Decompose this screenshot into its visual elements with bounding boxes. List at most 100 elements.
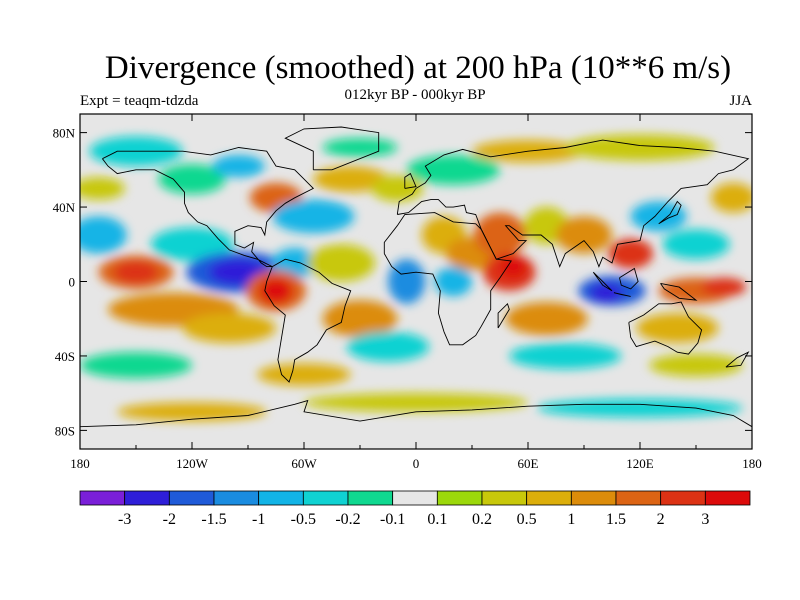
coastline (264, 258, 352, 383)
colorbar-label: -3 (118, 511, 131, 528)
colorbar-label: 0.2 (472, 511, 492, 528)
field-patch (649, 354, 743, 377)
colorbar: -3 -2 -1.5 -1 -0.5 -0.2 -0.1 0.1 0.2 0.5 1 1.5 2 3 (79, 490, 751, 528)
field-patch (307, 244, 375, 282)
colorbar-label: -1 (252, 511, 265, 528)
coastline (628, 301, 703, 355)
field-patch (150, 227, 234, 262)
chart-title: Divergence (smoothed) at 200 hPa (10**6 … (104, 50, 732, 86)
field-patch (313, 166, 388, 193)
colorbar-swatch (302, 490, 349, 506)
field-patch (346, 331, 430, 362)
y-tick-label: 40N (53, 200, 76, 215)
field-patch (117, 402, 267, 422)
map-area (80, 114, 752, 449)
field-patch (113, 261, 159, 284)
coastline (725, 351, 750, 368)
coastline (404, 172, 417, 189)
colorbar-label: 0.1 (427, 511, 447, 528)
y-tick-label: 40S (55, 349, 75, 364)
colorbar-swatch (258, 490, 304, 506)
field-patch (272, 248, 318, 278)
colorbar-swatch (526, 490, 572, 506)
field-patch (565, 134, 715, 161)
colorbar-swatch (168, 490, 215, 506)
colorbar-label: -1.5 (201, 511, 226, 528)
field-patch (473, 212, 527, 258)
colorbar-swatch (660, 490, 706, 506)
chart-subtitle: 012kyr BP - 000kyr BP (344, 87, 486, 103)
field-patch (710, 182, 752, 213)
colorbar-label: 3 (701, 511, 709, 528)
coastline (102, 147, 315, 268)
experiment-label: Expt = teaqm-tdzda (80, 93, 199, 109)
coastline (619, 267, 639, 290)
field-patch (304, 393, 528, 412)
field-patch (212, 154, 265, 178)
colorbar-label: -2 (163, 511, 176, 528)
x-tick-label: 120E (626, 456, 654, 471)
coastline (497, 302, 510, 329)
colorbar-swatch (436, 490, 483, 506)
colorbar-label: 1.5 (606, 511, 626, 528)
colorbar-swatch (124, 490, 170, 506)
colorbar-label: 1 (567, 511, 575, 528)
coastline (80, 399, 752, 428)
field-patch (630, 201, 687, 232)
colorbar-label: -0.1 (380, 511, 405, 528)
season-label: JJA (729, 93, 752, 109)
field-patch (182, 313, 276, 343)
field-patch (499, 255, 527, 278)
colorbar-swatch (615, 490, 662, 506)
field-patch (434, 266, 473, 297)
colorbar-swatch (347, 490, 394, 506)
field-patch (80, 352, 192, 379)
field-patch (556, 216, 612, 254)
field-patch (259, 277, 293, 304)
colorbar-label: -0.2 (335, 511, 360, 528)
field-patch (505, 301, 588, 336)
x-tick-label: 0 (413, 456, 420, 471)
field-patch (636, 313, 719, 343)
x-tick-label: 180 (742, 456, 762, 471)
x-tick-label: 60E (518, 456, 539, 471)
x-tick-label: 180 (70, 456, 90, 471)
colorbar-swatch (79, 490, 126, 506)
field-patch (80, 216, 127, 254)
field-patch (272, 199, 355, 234)
field-patch (322, 300, 398, 338)
field-patch (608, 238, 654, 269)
x-tick-label: 120W (176, 456, 209, 471)
coastline (660, 282, 698, 301)
x-tick-label: 60W (291, 456, 317, 471)
coastline (658, 200, 682, 225)
field-patch (388, 259, 426, 304)
field-patch (80, 177, 125, 200)
y-tick-label: 0 (69, 275, 76, 290)
y-tick-label: 80S (55, 423, 75, 438)
axis-ticks: 180 120W 60W 0 60E 120E 180 80N 40N 0 40S 80S (53, 114, 762, 471)
colorbar-swatch (481, 490, 528, 506)
colorbar-label: 0.5 (517, 511, 537, 528)
field-patch (158, 164, 226, 195)
field-patch (662, 229, 730, 260)
colorbar-swatch (570, 490, 617, 506)
coastline (613, 292, 631, 297)
field-patch (701, 277, 747, 297)
coastline (396, 139, 750, 268)
colorbar-label: 2 (657, 511, 665, 528)
colorbar-label: -0.5 (291, 511, 316, 528)
field-patch (589, 283, 624, 302)
colorbar-swatch (213, 490, 260, 506)
field-patch (322, 138, 398, 157)
coastlines (80, 126, 752, 428)
y-tick-label: 80N (53, 126, 76, 141)
coastline (592, 271, 613, 292)
field-patch (509, 342, 622, 369)
field-patch (537, 398, 743, 418)
coastline (284, 126, 380, 171)
field-patch (257, 363, 351, 386)
colorbar-swatch (704, 490, 751, 506)
coastline (383, 212, 512, 346)
